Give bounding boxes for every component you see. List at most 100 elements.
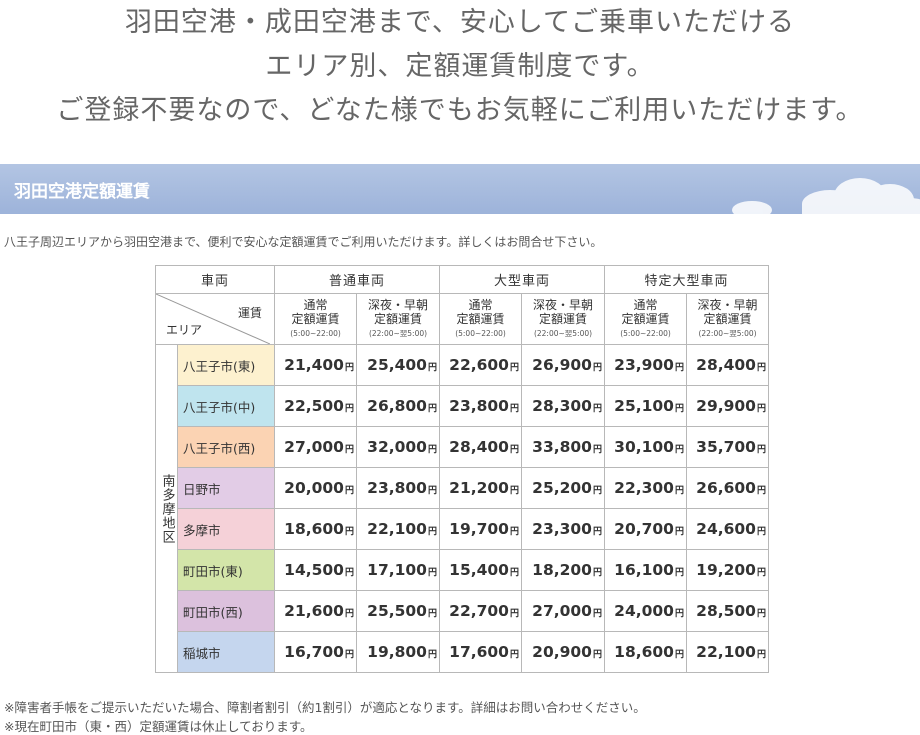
table-row: 町田市(西) 21,600円 25,500円 22,700円 27,000円 24,000… [156, 590, 769, 632]
yen-unit: 円 [344, 650, 354, 660]
fare-type-hours: (5:00~22:00) [620, 328, 671, 338]
yen-unit: 円 [509, 527, 519, 537]
table-row: 多摩市 18,600円 22,100円 19,700円 23,300円 20,700円 24… [156, 508, 769, 550]
table-row: 八王子市(中) 22,500円 26,800円 23,800円 28,300円 25,10… [156, 385, 769, 427]
yen-unit: 円 [427, 445, 437, 455]
fare-type-name: 通常 [633, 297, 658, 312]
fare-price: 28,400円 [686, 344, 769, 386]
fare-type-hours: (5:00~22:00) [455, 328, 506, 338]
fare-type-label: 定額運賃 [291, 311, 340, 326]
yen-unit: 円 [674, 527, 684, 537]
fare-type-label: 定額運賃 [456, 311, 505, 326]
fare-price: 19,700円 [439, 508, 522, 550]
price-value: 14,500 [284, 561, 344, 579]
price-value: 23,900 [614, 356, 674, 374]
price-value: 20,900 [532, 643, 592, 661]
price-value: 28,400 [696, 356, 756, 374]
fare-price: 27,000円 [521, 590, 605, 632]
fare-price: 15,400円 [439, 549, 522, 591]
price-value: 24,600 [696, 520, 756, 538]
yen-unit: 円 [756, 486, 766, 496]
area-name: 多摩市 [177, 508, 275, 550]
yen-unit: 円 [509, 486, 519, 496]
fare-price: 19,800円 [356, 631, 440, 673]
price-value: 22,700 [449, 602, 509, 620]
fare-type-hours: (22:00~翌5:00) [698, 328, 757, 338]
yen-unit: 円 [509, 609, 519, 619]
table-row: 町田市(東) 14,500円 17,100円 15,400円 18,200円 16,100… [156, 549, 769, 591]
price-value: 17,600 [449, 643, 509, 661]
price-value: 28,400 [449, 438, 509, 456]
price-value: 25,200 [532, 479, 592, 497]
fare-type-label: 定額運賃 [703, 311, 752, 326]
yen-unit: 円 [344, 445, 354, 455]
price-value: 16,100 [614, 561, 674, 579]
fare-price: 28,300円 [521, 385, 605, 427]
fare-price: 17,100円 [356, 549, 440, 591]
price-value: 19,200 [696, 561, 756, 579]
fare-price: 25,100円 [604, 385, 687, 427]
table-row: 稲城市 16,700円 19,800円 17,600円 20,900円 18,600円 22… [156, 631, 769, 673]
yen-unit: 円 [427, 363, 437, 373]
fare-price: 29,900円 [686, 385, 769, 427]
area-name: 町田市(西) [177, 590, 275, 632]
price-value: 18,200 [532, 561, 592, 579]
yen-unit: 円 [427, 486, 437, 496]
price-value: 35,700 [696, 438, 756, 456]
fare-type-name: 深夜・早朝 [367, 297, 428, 312]
area-name: 日野市 [177, 467, 275, 509]
region-label: 南多摩地区 [155, 344, 178, 673]
area-name: 稲城市 [177, 631, 275, 673]
yen-unit: 円 [344, 363, 354, 373]
fare-price: 27,000円 [274, 426, 357, 468]
price-value: 22,300 [614, 479, 674, 497]
price-value: 26,900 [532, 356, 592, 374]
fare-price: 24,000円 [604, 590, 687, 632]
fare-price: 26,900円 [521, 344, 605, 386]
fare-price: 22,600円 [439, 344, 522, 386]
yen-unit: 円 [756, 363, 766, 373]
headline-line-1: 羽田空港・成田空港まで、安心してご乗車いただける [124, 7, 796, 38]
yen-unit: 円 [592, 568, 602, 578]
price-value: 27,000 [284, 438, 344, 456]
fare-price: 25,200円 [521, 467, 605, 509]
fare-type-label: 定額運賃 [538, 311, 587, 326]
price-value: 17,100 [367, 561, 427, 579]
yen-unit: 円 [344, 609, 354, 619]
area-name: 八王子市(中) [177, 385, 275, 427]
price-value: 28,500 [696, 602, 756, 620]
vehicle-header: 車両 [155, 265, 275, 294]
diagonal-header: 運賃 エリア [155, 293, 275, 345]
yen-unit: 円 [592, 363, 602, 373]
yen-unit: 円 [344, 568, 354, 578]
fare-price: 22,700円 [439, 590, 522, 632]
fare-type-header: 深夜・早朝 定額運賃 (22:00~翌5:00) [356, 293, 440, 345]
fare-price: 18,200円 [521, 549, 605, 591]
yen-unit: 円 [592, 404, 602, 414]
yen-unit: 円 [756, 527, 766, 537]
fare-price: 25,400円 [356, 344, 440, 386]
yen-unit: 円 [427, 609, 437, 619]
fare-price: 14,500円 [274, 549, 357, 591]
yen-unit: 円 [756, 609, 766, 619]
table-row: 南多摩地区 八王子市(東) 21,400円 25,400円 22,600円 26,900円… [155, 344, 769, 673]
price-value: 23,800 [367, 479, 427, 497]
fare-type-label: 定額運賃 [373, 311, 422, 326]
fare-price: 23,300円 [521, 508, 605, 550]
section-intro: 八王子周辺エリアから羽田空港まで、便利で安心な定額運賃でご利用いただけます。詳し… [4, 235, 603, 249]
yen-unit: 円 [427, 404, 437, 414]
fare-price: 20,700円 [604, 508, 687, 550]
price-value: 22,100 [367, 520, 427, 538]
yen-unit: 円 [427, 650, 437, 660]
price-value: 29,900 [696, 397, 756, 415]
headline-line-2: エリア別、定額運賃制度です。 [265, 51, 655, 82]
diagonal-line [156, 294, 270, 344]
price-value: 20,000 [284, 479, 344, 497]
yen-unit: 円 [756, 568, 766, 578]
table-row: 日野市 20,000円 23,800円 21,200円 25,200円 22,300円 26… [156, 467, 769, 509]
yen-unit: 円 [344, 404, 354, 414]
fare-price: 26,800円 [356, 385, 440, 427]
price-value: 22,500 [284, 397, 344, 415]
table-row: 八王子市(西) 27,000円 32,000円 28,400円 33,800円 30,10… [156, 426, 769, 468]
fare-price: 22,100円 [686, 631, 769, 673]
